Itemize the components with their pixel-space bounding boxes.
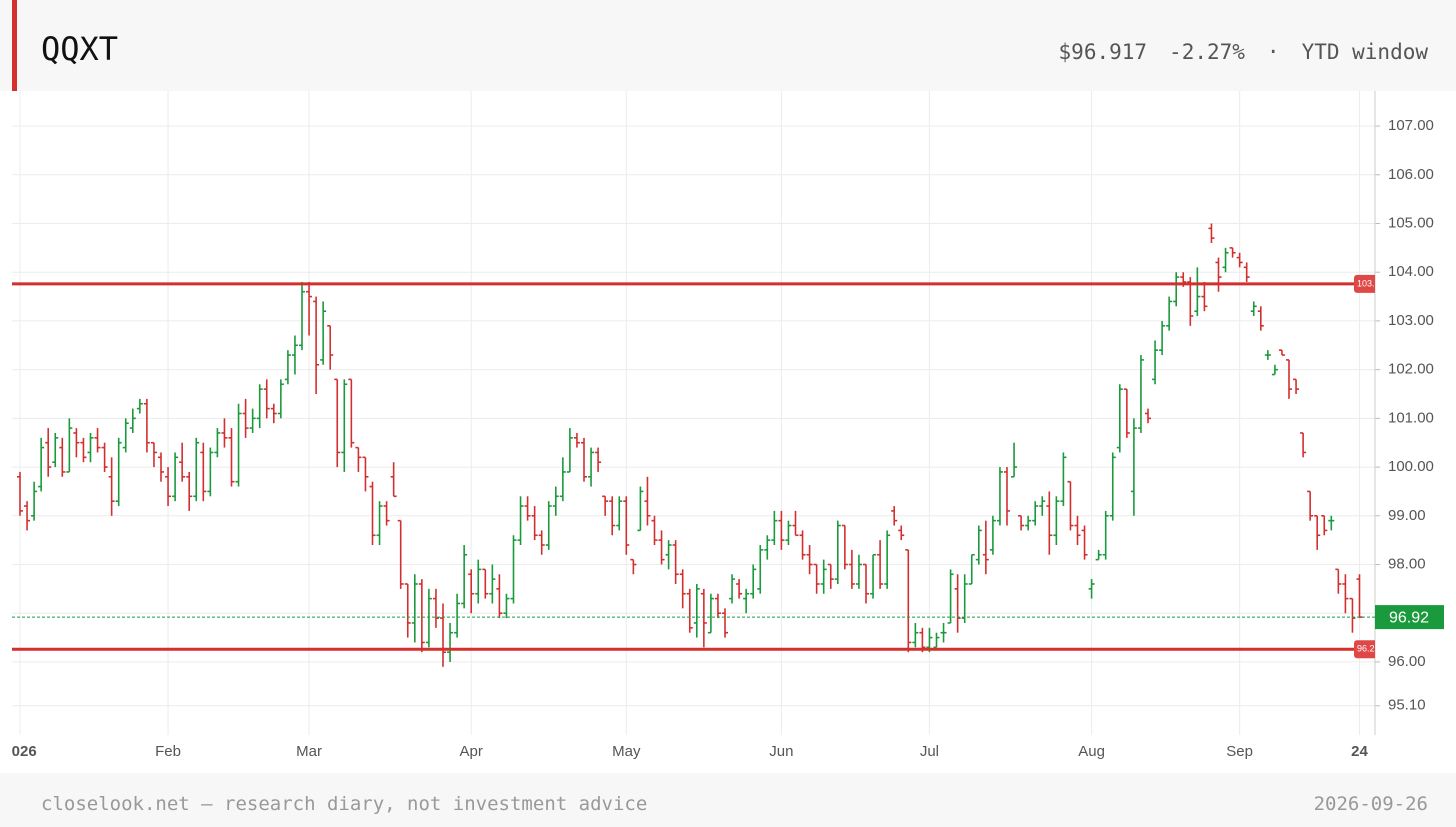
chart: 202695.1096.0097.0098.0099.00100.00101.0… bbox=[3, 91, 1444, 760]
x-tick-label: 2026 bbox=[3, 743, 36, 760]
y-tick-label: 104.00 bbox=[1388, 263, 1434, 280]
x-tick-label: Mar bbox=[296, 743, 322, 760]
last-price-label: 96.92 bbox=[1389, 609, 1429, 626]
y-tick-label: 99.00 bbox=[1388, 507, 1426, 524]
y-tick-label: 95.10 bbox=[1388, 697, 1426, 714]
x-tick-label: Jun bbox=[769, 743, 793, 760]
level-tag-box bbox=[1354, 274, 1375, 293]
footer-date: 2026-09-26 bbox=[1313, 793, 1428, 815]
change: -2.27% bbox=[1169, 40, 1245, 64]
header: QQXT $96.917 -2.27% · YTD window bbox=[0, 0, 1456, 91]
y-tick-label: 103.00 bbox=[1388, 312, 1434, 329]
x-tick-label: Jul bbox=[920, 743, 939, 760]
footer-note: closelook.net — research diary, not inve… bbox=[41, 793, 648, 815]
y-tick-label: 100.00 bbox=[1388, 458, 1434, 475]
y-tick-label: 105.00 bbox=[1388, 214, 1434, 231]
x-tick-label: Apr bbox=[460, 743, 483, 760]
level-tag-box bbox=[1354, 640, 1375, 659]
accent-bar bbox=[12, 0, 17, 91]
x-tick-label: 24 bbox=[1351, 743, 1368, 760]
x-tick-label: May bbox=[612, 743, 641, 760]
price: $96.917 bbox=[1058, 40, 1148, 64]
level-tag: 96.26 bbox=[1354, 640, 1380, 659]
last-price-box bbox=[1375, 605, 1444, 630]
y-tick-label: 106.00 bbox=[1388, 166, 1434, 183]
x-tick-label: Sep bbox=[1226, 743, 1253, 760]
level-tag-label: 96.26 bbox=[1357, 644, 1380, 654]
window: YTD window bbox=[1301, 40, 1428, 64]
level-tag: 103.76 bbox=[1354, 274, 1385, 293]
y-tick-label: 107.00 bbox=[1388, 117, 1434, 134]
separator: · bbox=[1266, 40, 1280, 64]
level-tag-label: 103.76 bbox=[1357, 278, 1385, 288]
quote-info: $96.917 -2.27% · YTD window bbox=[1037, 40, 1428, 64]
y-tick-label: 96.00 bbox=[1388, 653, 1426, 670]
y-tick-label: 98.00 bbox=[1388, 555, 1426, 572]
footer: closelook.net — research diary, not inve… bbox=[0, 773, 1456, 827]
ticker: QQXT bbox=[41, 30, 119, 68]
y-tick-label: 102.00 bbox=[1388, 361, 1434, 378]
y-tick-label: 101.00 bbox=[1388, 409, 1434, 426]
plot: 2026 bbox=[3, 91, 1375, 760]
plot-background bbox=[12, 91, 1375, 735]
x-tick-label: Aug bbox=[1078, 743, 1105, 760]
x-tick-label: Feb bbox=[155, 743, 181, 760]
